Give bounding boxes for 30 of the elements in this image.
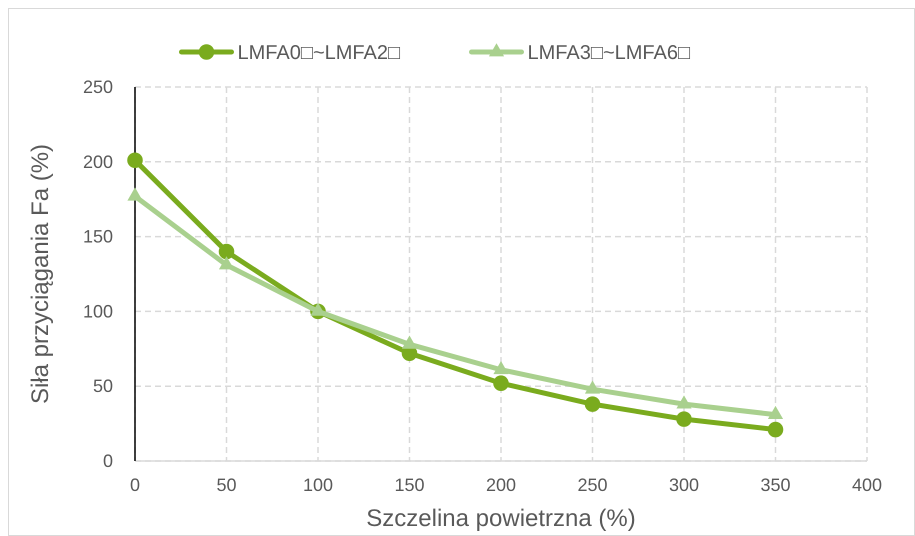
y-tick-label: 100 — [82, 301, 113, 322]
y-tick-label: 0 — [102, 451, 113, 471]
x-tick-label: 300 — [668, 475, 700, 495]
point — [584, 380, 600, 394]
x-tick-label: 250 — [577, 475, 608, 495]
x-tick-label: 0 — [130, 475, 140, 495]
x-tick-label: 50 — [216, 475, 237, 495]
point — [584, 396, 600, 412]
x-tick-label: 400 — [852, 475, 882, 495]
legend-label: LMFA0□~LMFA2□ — [238, 42, 401, 64]
point — [493, 360, 509, 374]
point — [676, 411, 692, 427]
point — [493, 375, 509, 391]
x-tick-label: 150 — [394, 475, 425, 495]
x-axis-title: Szczelina powietrzna (%) — [366, 505, 636, 532]
point — [768, 422, 784, 438]
legend-label: LMFA3□~LMFA6□ — [528, 42, 691, 64]
point — [127, 187, 143, 201]
x-tick-label: 200 — [486, 475, 516, 495]
point — [676, 395, 692, 409]
x-tick-label: 350 — [760, 475, 791, 495]
y-tick-label: 150 — [82, 226, 113, 247]
y-tick-label: 50 — [92, 376, 113, 396]
y-axis-title: Siła przyciągania Fa (%) — [27, 144, 54, 404]
y-tick-label: 200 — [82, 152, 113, 172]
x-tick-label: 100 — [302, 475, 334, 495]
y-tick-label: 250 — [82, 77, 113, 97]
point — [768, 406, 784, 420]
point — [218, 244, 234, 260]
point — [402, 336, 418, 349]
